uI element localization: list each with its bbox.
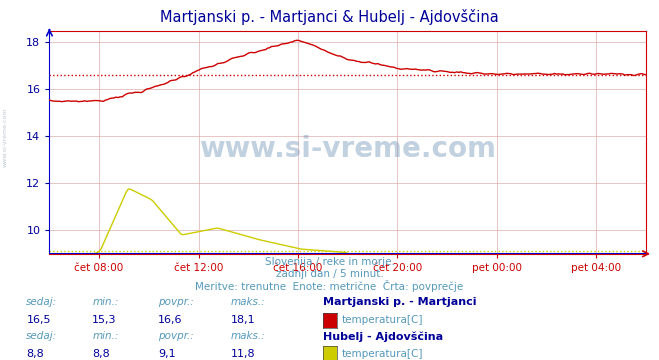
- Text: temperatura[C]: temperatura[C]: [341, 315, 423, 325]
- Text: Hubelj - Ajdovščina: Hubelj - Ajdovščina: [323, 331, 443, 342]
- Text: Martjanski p. - Martjanci: Martjanski p. - Martjanci: [323, 297, 476, 307]
- Text: povpr.:: povpr.:: [158, 297, 194, 307]
- Text: Slovenija / reke in morje.: Slovenija / reke in morje.: [264, 257, 395, 267]
- Text: povpr.:: povpr.:: [158, 331, 194, 341]
- Text: sedaj:: sedaj:: [26, 331, 57, 341]
- Text: 9,1: 9,1: [158, 349, 176, 359]
- Text: 11,8: 11,8: [231, 349, 255, 359]
- Text: Meritve: trenutne  Enote: metrične  Črta: povprečje: Meritve: trenutne Enote: metrične Črta: …: [195, 280, 464, 292]
- Text: temperatura[C]: temperatura[C]: [341, 349, 423, 359]
- Text: min.:: min.:: [92, 331, 119, 341]
- Text: Martjanski p. - Martjanci & Hubelj - Ajdovščina: Martjanski p. - Martjanci & Hubelj - Ajd…: [160, 9, 499, 25]
- Text: 15,3: 15,3: [92, 315, 117, 325]
- Text: www.si-vreme.com: www.si-vreme.com: [3, 107, 8, 167]
- Text: maks.:: maks.:: [231, 331, 266, 341]
- Text: 8,8: 8,8: [92, 349, 110, 359]
- Text: zadnji dan / 5 minut.: zadnji dan / 5 minut.: [275, 269, 384, 279]
- Text: 16,6: 16,6: [158, 315, 183, 325]
- Text: www.si-vreme.com: www.si-vreme.com: [199, 135, 496, 163]
- Text: 18,1: 18,1: [231, 315, 255, 325]
- Text: min.:: min.:: [92, 297, 119, 307]
- Text: maks.:: maks.:: [231, 297, 266, 307]
- Text: 8,8: 8,8: [26, 349, 44, 359]
- Text: sedaj:: sedaj:: [26, 297, 57, 307]
- Text: 16,5: 16,5: [26, 315, 51, 325]
